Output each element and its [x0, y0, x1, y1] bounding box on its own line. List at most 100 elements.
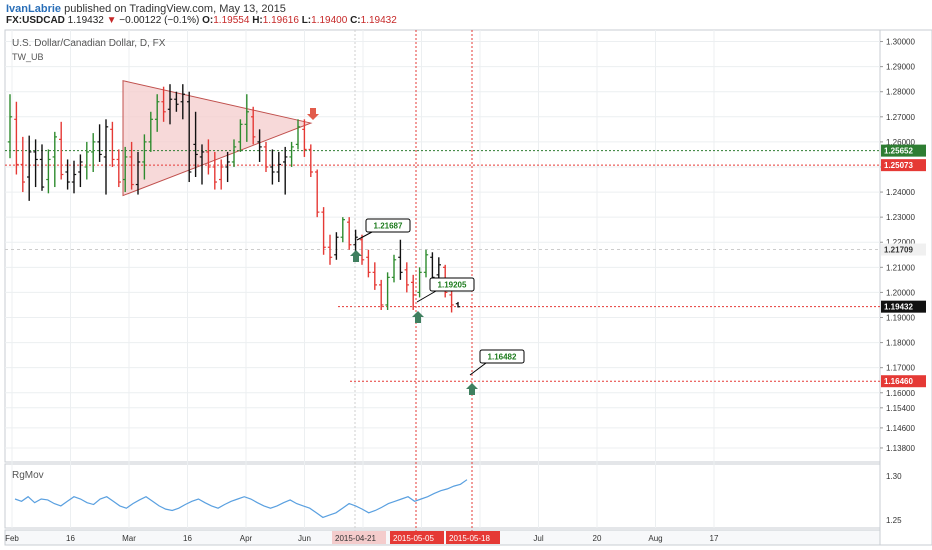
candle-bar: [455, 301, 461, 308]
candle-bar: [404, 262, 409, 293]
candle-bar: [244, 94, 249, 142]
price-label-box: [881, 159, 926, 172]
author-link[interactable]: IvanLabrie: [6, 3, 62, 15]
candle-bar: [33, 139, 38, 188]
candle-bar: [7, 94, 13, 159]
price-tick-label: 1.22000: [886, 238, 915, 247]
price-label: 1.25073: [881, 159, 926, 172]
candle-bar: [39, 144, 45, 191]
time-label: 2015-04-21: [332, 531, 386, 544]
time-label-text: 2015-05-18: [449, 534, 490, 543]
price-callout: 1.21687: [356, 218, 411, 241]
candle-bar: [110, 121, 115, 167]
callout-label: 1.21687: [374, 222, 403, 231]
indicator-series-line: [14, 479, 468, 519]
time-label-text: 2015-05-05: [393, 534, 434, 543]
candle-bar: [206, 139, 211, 175]
published-text: published on TradingView.com, May 13, 20…: [61, 3, 286, 15]
candle-bar: [71, 160, 77, 194]
indicator-pane-frame: [4, 463, 881, 529]
candle-bar: [411, 274, 416, 310]
time-label-box: [332, 531, 386, 544]
high-value: 1.19616: [262, 15, 299, 26]
candle-bar: [417, 267, 422, 298]
price-tick-label: 1.29000: [886, 63, 915, 72]
candle-bar: [142, 134, 147, 180]
candle-bar: [129, 141, 134, 190]
time-tick-label: Apr: [240, 534, 253, 543]
candle-bar: [91, 133, 96, 172]
change-down-icon: ▼: [106, 15, 117, 26]
candle-bar: [14, 101, 19, 175]
time-label: 2015-05-05: [390, 531, 444, 544]
candle-bar: [340, 217, 345, 243]
candle-bar: [263, 141, 269, 172]
candle-bar: [289, 141, 294, 167]
last-price: 1.19432: [67, 15, 104, 26]
candle-bar: [116, 149, 121, 188]
price-tick-label: 1.30000: [886, 38, 915, 47]
time-label-text: 2015-04-21: [335, 534, 376, 543]
candle-bar: [46, 149, 51, 194]
candle-bar: [148, 111, 153, 152]
price-tick-label: 1.27000: [886, 113, 915, 122]
price-tick-label: 1.19000: [886, 313, 915, 322]
candle-bar: [385, 272, 390, 310]
low-value: 1.19400: [311, 15, 348, 26]
candle-bar: [78, 154, 83, 188]
candle-bar: [52, 131, 57, 188]
price-tick-label: 1.17000: [886, 364, 915, 373]
candle-bar: [231, 139, 237, 167]
candle-bar: [334, 232, 339, 260]
time-tick-label: Feb: [5, 534, 19, 543]
candle-bar: [180, 84, 185, 120]
pane-title: U.S. Dollar/Canadian Dollar, D, FX: [12, 38, 166, 49]
price-tick-label: 1.18000: [886, 339, 915, 348]
price-label: 1.19432: [881, 300, 926, 313]
candle-bar: [391, 254, 397, 283]
price-axis-frame: [879, 29, 932, 546]
price-callout: 1.16482: [469, 349, 525, 376]
time-tick-label: 17: [710, 534, 719, 543]
candle-bar: [59, 121, 64, 180]
candle-bar: [212, 151, 217, 190]
candle-bar: [97, 124, 102, 162]
price-tick-label: 1.23000: [886, 213, 915, 222]
indicator-tick-label: 1.30: [886, 472, 902, 481]
candle-bar: [308, 144, 313, 178]
symbol-name: FX:USDCAD: [6, 15, 65, 26]
candle-bar: [199, 144, 205, 185]
candle-bar: [187, 91, 192, 183]
candle-bar: [321, 207, 326, 255]
price-tick-label: 1.16000: [886, 389, 915, 398]
chart-header: IvanLabrie published on TradingView.com,…: [0, 0, 932, 28]
price-label-box: [881, 375, 926, 388]
price-label: 1.25652: [881, 144, 926, 157]
candle-bar: [430, 252, 435, 283]
price-tick-label: 1.21000: [886, 263, 915, 272]
open-label: O:: [202, 15, 214, 26]
candle-bar: [295, 119, 301, 150]
time-tick-label: 16: [183, 534, 192, 543]
candle-bar: [398, 239, 403, 280]
callout-label: 1.16482: [488, 353, 517, 362]
price-tick-label: 1.20000: [886, 288, 915, 297]
close-value: 1.19432: [360, 15, 397, 26]
buy-arrow-icon: [350, 250, 362, 262]
candle-bar: [283, 146, 288, 195]
candle-bar: [123, 146, 128, 193]
price-tick-label: 1.28000: [886, 88, 915, 97]
buy-arrow-icon: [466, 383, 478, 395]
price-label-text: 1.25652: [884, 147, 913, 156]
time-tick-label: Jul: [533, 534, 543, 543]
price-label-text: 1.21709: [884, 246, 913, 255]
candle-bar: [174, 91, 179, 112]
pane-subtitle: TW_UB: [12, 52, 44, 62]
time-tick-label: Jun: [298, 534, 311, 543]
candle-bar: [315, 169, 320, 218]
candle-bar: [193, 111, 198, 178]
candle-bar: [27, 135, 32, 201]
candle-bar: [65, 159, 70, 190]
candle-bar: [103, 119, 109, 195]
